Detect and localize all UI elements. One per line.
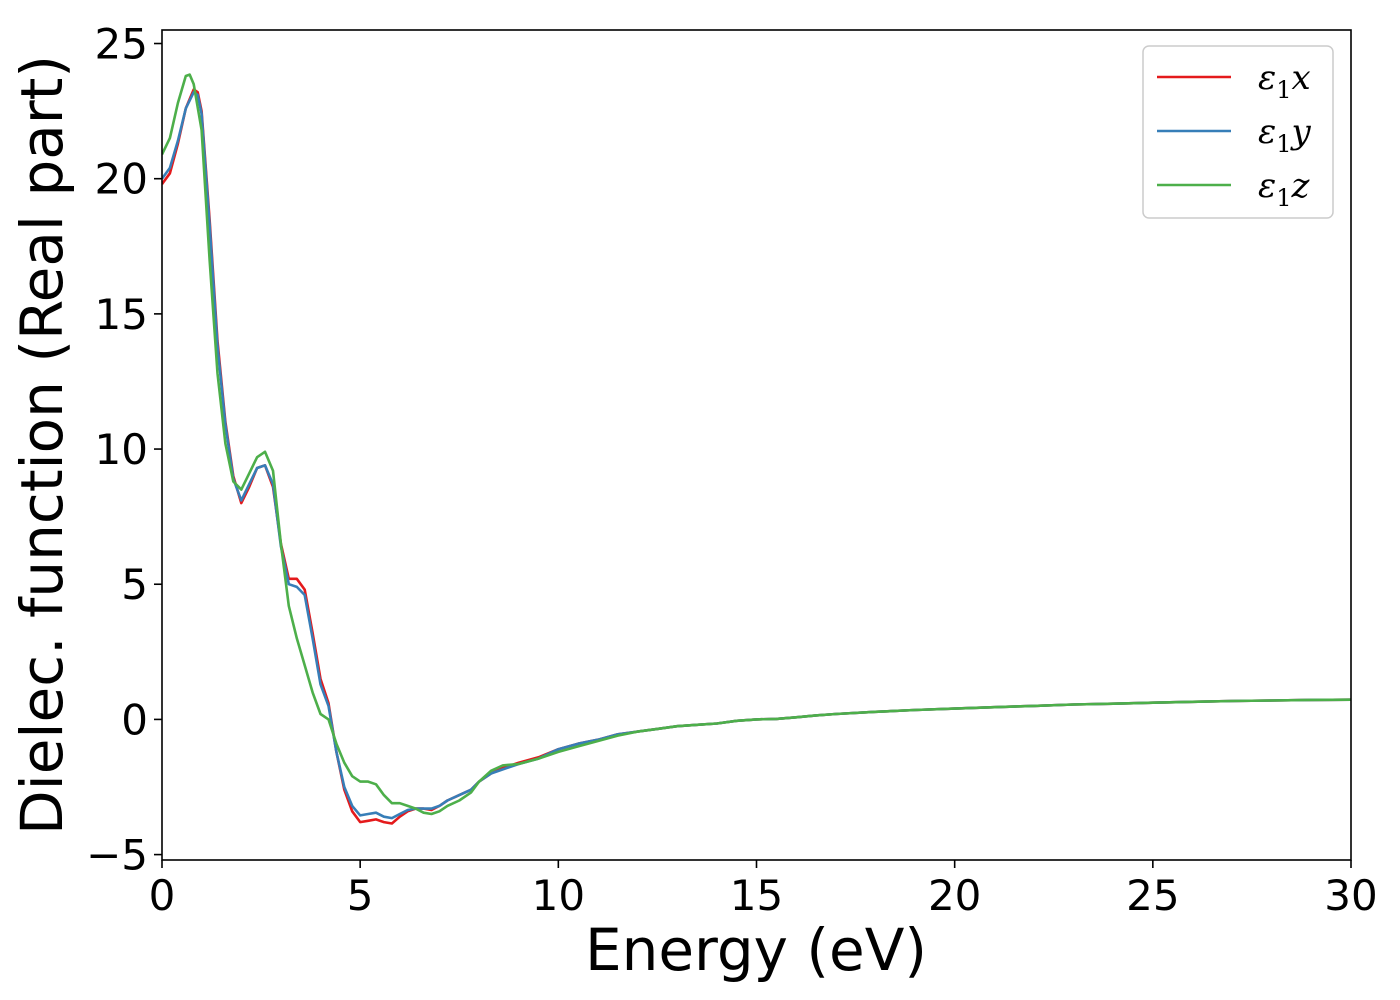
x-tick-label: 25 bbox=[1126, 871, 1179, 920]
legend-label-suffix: y bbox=[1290, 112, 1312, 152]
legend-label-base: ε bbox=[1258, 58, 1276, 98]
series-layer bbox=[162, 73, 1351, 825]
x-tick-label: 15 bbox=[730, 871, 783, 920]
series-line-z bbox=[162, 73, 1351, 816]
legend-label-x: ε1x bbox=[1258, 58, 1311, 104]
y-tick-label: −5 bbox=[86, 831, 148, 880]
x-tick-label: 5 bbox=[347, 871, 374, 920]
y-tick-label: 15 bbox=[95, 290, 148, 339]
x-axis-title: Energy (eV) bbox=[585, 916, 927, 984]
y-axis: −5 0 5 10 15 20 25 bbox=[86, 20, 162, 880]
x-tick-label: 10 bbox=[532, 871, 585, 920]
legend-label-y: ε1y bbox=[1258, 112, 1312, 158]
y-axis-title: Dielec. function (Real part) bbox=[8, 55, 76, 835]
x-axis: 0 5 10 15 20 25 30 bbox=[149, 860, 1378, 920]
legend-label-suffix: z bbox=[1291, 166, 1311, 206]
x-tick-label: 20 bbox=[928, 871, 981, 920]
legend-label-base: ε bbox=[1258, 112, 1276, 152]
legend-label-suffix: x bbox=[1292, 58, 1311, 98]
y-tick-label: 0 bbox=[121, 695, 148, 744]
x-tick-label: 30 bbox=[1324, 871, 1377, 920]
legend-label-subscript: 1 bbox=[1276, 76, 1291, 104]
y-tick-label: 25 bbox=[95, 20, 148, 69]
y-tick-label: 20 bbox=[95, 155, 148, 204]
legend-box bbox=[1142, 45, 1334, 219]
legend-label-subscript: 1 bbox=[1276, 130, 1291, 158]
legend-label-base: ε bbox=[1258, 166, 1276, 206]
y-tick-label: 10 bbox=[95, 425, 148, 474]
legend-label-subscript: 1 bbox=[1276, 184, 1291, 212]
x-tick-label: 0 bbox=[149, 871, 176, 920]
y-tick-label: 5 bbox=[121, 560, 148, 609]
legend-label-z: ε1z bbox=[1258, 166, 1311, 212]
